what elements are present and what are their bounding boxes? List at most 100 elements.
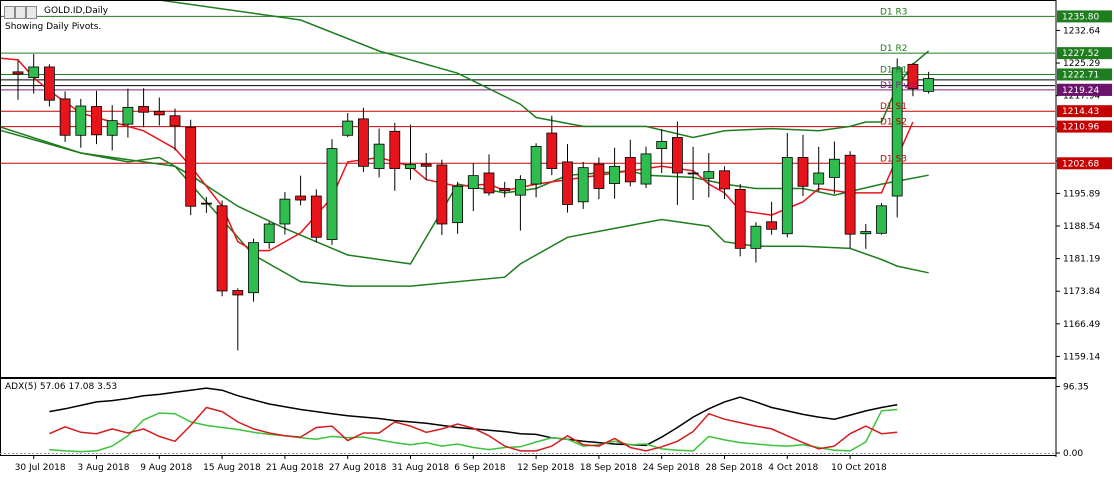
candle-body xyxy=(813,172,825,185)
candle-body xyxy=(546,132,558,169)
candle-body xyxy=(467,175,479,189)
candle-body xyxy=(766,221,777,230)
candle-body xyxy=(59,98,71,136)
candle-body xyxy=(452,185,464,224)
candle-body xyxy=(248,242,259,294)
pivot-label: D1 S2 xyxy=(880,118,907,128)
candle-body xyxy=(876,205,887,234)
candle-body xyxy=(232,290,244,296)
candle-body xyxy=(310,195,322,238)
candle-body xyxy=(829,158,840,178)
candle-body xyxy=(263,223,275,244)
candle-body xyxy=(389,130,401,169)
candle-body xyxy=(75,105,87,136)
candle-body xyxy=(153,110,165,116)
current-price-label: 1219.24 xyxy=(1062,86,1099,96)
price-tick-label: 1232.64 xyxy=(1063,26,1100,36)
pivot-price-label: 1202.68 xyxy=(1062,159,1099,169)
adx-series-line xyxy=(49,408,898,453)
candle-body xyxy=(562,161,573,205)
candle-body xyxy=(169,115,181,127)
candle-body xyxy=(436,164,448,225)
candle-body xyxy=(656,141,668,149)
candle-body xyxy=(405,164,416,169)
pivot-label: D1 R1 xyxy=(880,65,908,75)
candle-body xyxy=(797,157,809,187)
candle-body xyxy=(12,71,24,75)
pivot-price-flag xyxy=(1057,120,1112,133)
candle-body xyxy=(844,154,856,235)
candle-body xyxy=(530,145,542,185)
pivot-label: D1 R2 xyxy=(880,44,908,54)
time-axis-label: 24 Sep 2018 xyxy=(643,463,700,473)
price-tick-label: 1166.49 xyxy=(1063,320,1100,330)
candle-body xyxy=(687,172,699,175)
time-axis-label: 31 Aug 2018 xyxy=(392,463,450,473)
candle-body xyxy=(499,188,511,192)
chart-title: GOLD.ID,Daily xyxy=(44,6,109,16)
time-axis-label: 9 Aug 2018 xyxy=(140,463,192,473)
pivot-price-label: 1222.71 xyxy=(1062,70,1099,80)
pivot-price-label: 1210.96 xyxy=(1062,123,1099,133)
candle-body xyxy=(609,165,620,185)
candle-body xyxy=(719,170,730,190)
pivot-label: D1 S3 xyxy=(880,154,907,164)
adx-series-line xyxy=(49,387,898,447)
candle-body xyxy=(593,163,605,189)
candle-body xyxy=(734,188,746,249)
time-axis-label: 6 Sep 2018 xyxy=(454,463,506,473)
candle-body xyxy=(122,106,134,125)
adx-tick-label: 96.35 xyxy=(1063,383,1089,393)
pivot-price-label: 1227.52 xyxy=(1062,49,1099,59)
candle-body xyxy=(373,143,385,169)
time-axis-label: 4 Oct 2018 xyxy=(768,463,818,473)
price-tick-label: 1181.19 xyxy=(1063,255,1100,265)
pivot-price-flag xyxy=(1057,47,1112,60)
pivot-label: D1 Pivot xyxy=(880,81,918,91)
adx-title: ADX(5) 57.06 17.08 3.53 xyxy=(5,382,118,392)
candle-body xyxy=(672,137,683,174)
price-plot xyxy=(1,1,1055,351)
time-axis-label: 15 Aug 2018 xyxy=(203,463,261,473)
candle-body xyxy=(577,167,589,203)
candle-body xyxy=(860,231,872,235)
time-axis-label: 12 Sep 2018 xyxy=(517,463,574,473)
price-tick-label: 1188.54 xyxy=(1063,222,1100,232)
pivot-price-flag xyxy=(1057,10,1112,23)
candle-body xyxy=(781,157,793,235)
chart-window-icon xyxy=(4,6,37,19)
candle-body xyxy=(216,205,228,292)
candle-body xyxy=(891,67,903,197)
candle-body xyxy=(515,179,526,196)
time-axis-label: 21 Aug 2018 xyxy=(266,463,324,473)
overlay-line xyxy=(1,129,929,287)
candle-body xyxy=(44,66,55,101)
time-axis-label: 27 Aug 2018 xyxy=(329,463,387,473)
pivot-price-label: 1214.43 xyxy=(1062,107,1099,117)
overlay-line xyxy=(160,1,930,139)
candle-body xyxy=(420,163,432,167)
time-axis-label: 18 Sep 2018 xyxy=(580,463,637,473)
price-tick-label: 1225.29 xyxy=(1063,59,1100,69)
candle-body xyxy=(342,120,354,136)
pivot-price-flag xyxy=(1057,105,1112,118)
candle-body xyxy=(185,126,197,207)
pivots-note: Showing Daily Pivots. xyxy=(5,22,102,32)
candle-body xyxy=(326,148,338,240)
candle-body xyxy=(295,195,307,201)
candle-body xyxy=(28,66,40,79)
candle-body xyxy=(200,202,212,205)
current-price-flag xyxy=(1057,83,1112,96)
pivot-price-flag xyxy=(1057,68,1112,81)
candle-body xyxy=(923,78,934,92)
candle-body xyxy=(750,225,762,249)
price-tick-label: 1173.84 xyxy=(1063,287,1100,297)
time-axis-label: 10 Oct 2018 xyxy=(831,463,887,473)
candle-body xyxy=(357,118,369,167)
price-tick-label: 1195.89 xyxy=(1063,189,1100,199)
time-axis-label: 3 Aug 2018 xyxy=(78,463,130,473)
candle-body xyxy=(138,106,150,113)
candle-body xyxy=(907,63,919,90)
candle-body xyxy=(624,157,636,183)
